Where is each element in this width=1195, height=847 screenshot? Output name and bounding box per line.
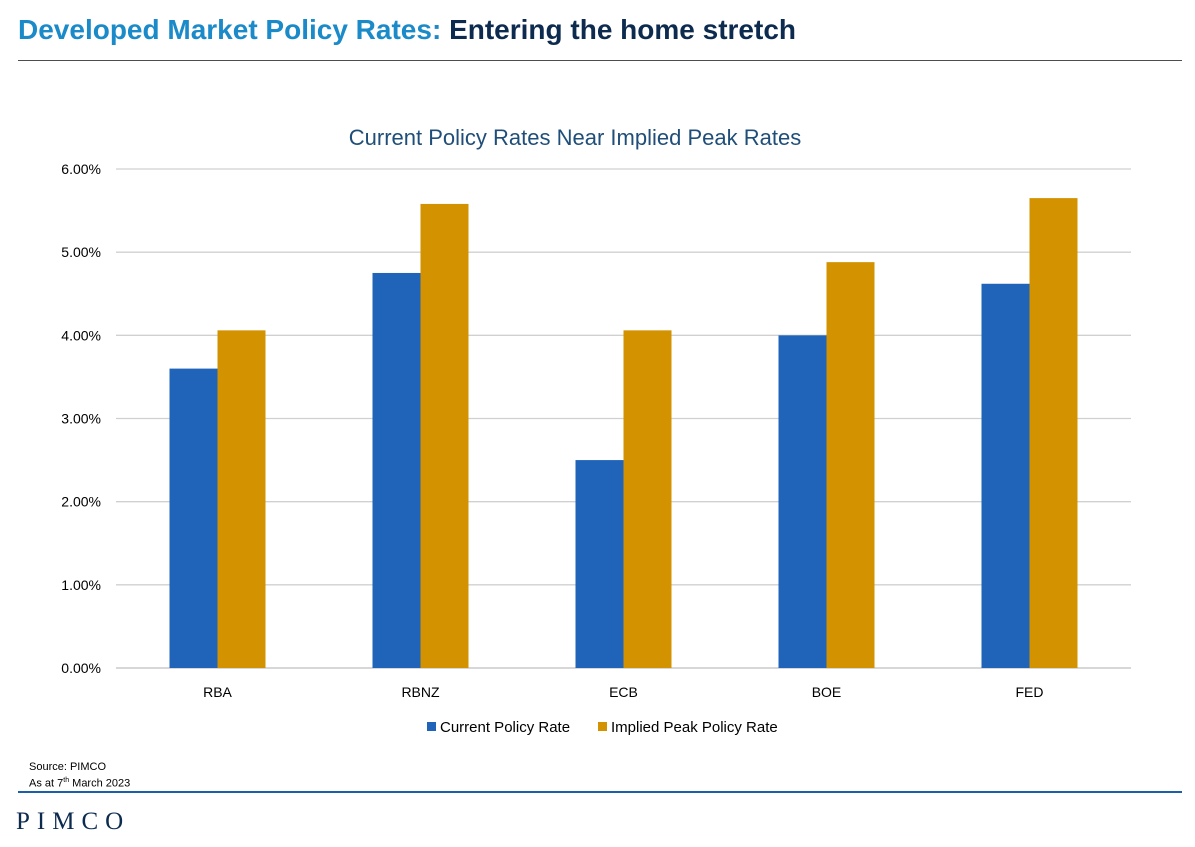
legend-swatch-implied-peak (598, 722, 607, 731)
x-tick-label-boe: BOE (812, 684, 842, 700)
page-title-rest: Entering the home stretch (449, 14, 796, 45)
page-title-highlight: Developed Market Policy Rates: (18, 14, 442, 45)
date-superscript: th (63, 777, 70, 784)
y-tick-label: 4.00% (61, 327, 101, 343)
bar-fed-implied-peak (1029, 198, 1078, 668)
y-tick-label: 1.00% (61, 577, 101, 593)
y-tick-label: 6.00% (61, 161, 101, 177)
legend-label-implied-peak: Implied Peak Policy Rate (611, 719, 778, 736)
date-prefix: As at 7 (29, 777, 64, 790)
source-note: Source: PIMCO As at 7th March 2023 (29, 760, 130, 791)
bar-ecb-current (575, 460, 624, 668)
y-tick-label: 3.00% (61, 411, 101, 427)
bar-ecb-implied-peak (623, 330, 672, 668)
y-tick-label: 2.00% (61, 494, 101, 510)
bar-boe-implied-peak (826, 262, 875, 668)
date-note: As at 7th March 2023 (29, 774, 130, 791)
x-axis: RBA RBNZ ECB BOE FED (203, 684, 1043, 700)
legend-label-current: Current Policy Rate (440, 719, 570, 736)
legend-swatch-current (427, 722, 436, 731)
x-tick-label-fed: FED (1016, 684, 1044, 700)
bar-rbnz-current (372, 272, 421, 668)
chart-legend: Current Policy Rate Implied Peak Policy R… (427, 719, 778, 736)
header-divider (18, 60, 1182, 61)
page-title: Developed Market Policy Rates: Entering … (18, 14, 796, 46)
y-axis: 0.00% 1.00% 2.00% 3.00% 4.00% 5.00% 6.00% (61, 161, 101, 676)
y-tick-label: 5.00% (61, 244, 101, 260)
x-tick-label-rbnz: RBNZ (401, 684, 440, 700)
y-tick-label: 0.00% (61, 660, 101, 676)
bar-fed-current (981, 283, 1030, 668)
x-tick-label-rba: RBA (203, 684, 232, 700)
bar-rba-implied-peak (217, 330, 266, 668)
bar-rbnz-implied-peak (420, 203, 469, 668)
chart-bars (169, 198, 1078, 668)
x-tick-label-ecb: ECB (609, 684, 638, 700)
bar-rba-current (169, 368, 218, 668)
source-text: Source: PIMCO (29, 761, 107, 773)
footer-divider (18, 791, 1182, 793)
chart-title: Current Policy Rates Near Implied Peak R… (349, 125, 801, 150)
date-suffix: March 2023 (69, 777, 131, 790)
bar-boe-current (778, 335, 827, 668)
pimco-logo: PIMCO (16, 808, 131, 835)
